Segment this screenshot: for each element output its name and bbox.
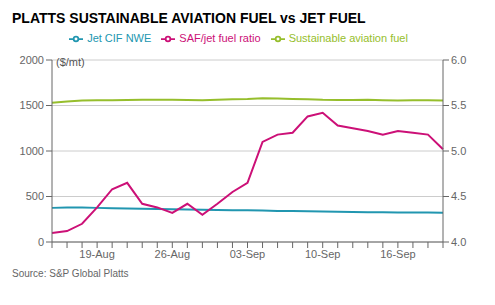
svg-text:($/mt): ($/mt) [56,56,85,68]
svg-text:5.5: 5.5 [451,99,466,111]
svg-text:5.0: 5.0 [451,145,466,157]
svg-text:500: 500 [26,190,44,202]
svg-text:26-Aug: 26-Aug [155,248,190,260]
svg-text:4.5: 4.5 [451,190,466,202]
html-text:PLATTS SUSTAINABLE AVIATION FU: PLATTS SUSTAINABLE AVIATION FUEL vs JET … [12,10,366,26]
svg-text:4.0: 4.0 [451,236,466,248]
html-text:Sustainable aviation fuel: Sustainable aviation fuel [288,32,408,44]
svg-text:1500: 1500 [20,99,44,111]
svg-text:1000: 1000 [20,145,44,157]
svg-text:16-Sep: 16-Sep [380,248,415,260]
svg-text:03-Sep: 03-Sep [230,248,265,260]
html-text:Source: S&P Global Platts: Source: S&P Global Platts [12,268,129,279]
svg-text:2000: 2000 [20,54,44,66]
svg-text:0: 0 [38,236,44,248]
html-text:SAF/jet fuel ratio: SAF/jet fuel ratio [179,32,261,44]
html-text:Jet CIF NWE: Jet CIF NWE [87,32,152,44]
svg-text:6.0: 6.0 [451,54,466,66]
svg-text:10-Sep: 10-Sep [305,248,340,260]
svg-text:19-Aug: 19-Aug [79,248,114,260]
